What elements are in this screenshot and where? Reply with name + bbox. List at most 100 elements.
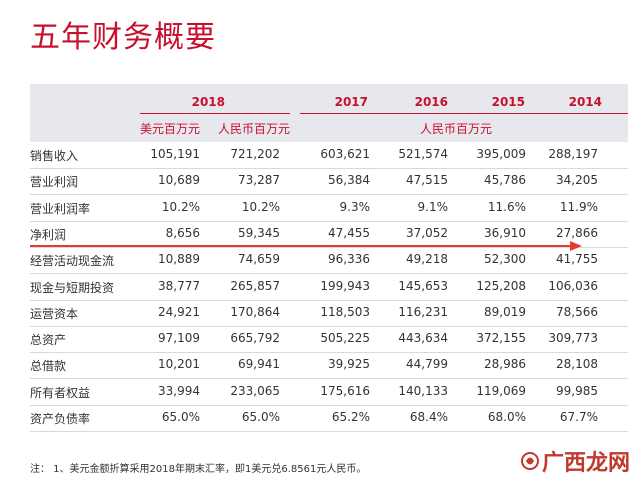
year-2015-header: 2015: [491, 95, 525, 109]
table-cell: 10.2%: [161, 199, 200, 214]
table-cell: 65.0%: [241, 410, 280, 424]
table-row: 销售收入 105,191 721,202 603,621 521,574 395,009 2…: [30, 142, 628, 169]
table-row: 总资产 97,109 665,792 505,225 443,634 372,155 309…: [30, 326, 628, 354]
table-row: 运营资本 24,921 170,864 118,503 116,231 89,019 78,…: [30, 300, 628, 327]
row-label: 净利润: [30, 227, 67, 242]
table-cell: 59,345: [238, 225, 280, 240]
year-2018-header: 2018: [191, 95, 225, 109]
row-label: 营业利润: [30, 175, 79, 190]
table-cell: 721,202: [230, 147, 280, 161]
table-cell: 24,921: [158, 304, 200, 319]
table-cell: 10,201: [158, 357, 200, 372]
table-cell: 78,566: [556, 304, 598, 319]
table-cell: 10.2%: [241, 199, 280, 214]
table-cell: 288,197: [548, 147, 598, 161]
table-cell: 233,065: [230, 383, 280, 398]
unit-rmb-span-label: 人民币百万元: [420, 122, 493, 136]
table-cell: 37,052: [406, 225, 448, 240]
table-cell: 170,864: [230, 304, 280, 319]
table-cell: 140,133: [398, 383, 448, 398]
table-cell: 33,994: [158, 383, 200, 398]
watermark-logo-icon: [520, 452, 539, 470]
row-label: 现金与短期投资: [30, 280, 115, 295]
table-cell: 8,656: [165, 225, 200, 240]
table-cell: 9.3%: [339, 199, 371, 214]
table-cell: 443,634: [398, 331, 448, 346]
unit-usd-label: 美元百万元: [140, 122, 201, 136]
red-arrow-icon: [30, 241, 582, 251]
row-label: 经营活动现金流: [30, 254, 115, 269]
table-cell: 125,208: [476, 278, 526, 293]
table-cell: 68.4%: [409, 410, 448, 424]
table-cell: 199,943: [320, 278, 370, 293]
table-cell: 395,009: [476, 147, 526, 161]
table-cell: 9.1%: [417, 199, 449, 214]
table-cell: 96,336: [328, 252, 370, 267]
table-cell: 11.6%: [487, 199, 526, 214]
header-rule-rmb: [300, 113, 628, 114]
table-cell: 99,985: [556, 383, 598, 398]
page-title: 五年财务概要: [30, 20, 216, 55]
table-cell: 10,689: [158, 173, 200, 188]
table-row: 所有者权益 33,994 233,065 175,616 140,133 119,069 9…: [30, 379, 628, 406]
table-cell: 309,773: [548, 331, 598, 346]
table-row: 营业利润 10,689 73,287 56,384 47,515 45,786 34,205: [30, 168, 628, 196]
row-label: 总资产: [30, 333, 67, 348]
table-cell: 69,941: [238, 357, 280, 372]
table-cell: 118,503: [320, 304, 370, 319]
table-cell: 505,225: [320, 331, 370, 346]
table-cell: 73,287: [238, 173, 280, 188]
table-cell: 27,866: [556, 225, 598, 240]
table-cell: 105,191: [150, 147, 200, 161]
table-cell: 28,986: [484, 357, 526, 372]
table-cell: 65.2%: [331, 410, 370, 424]
table-row: 净利润 8,656 59,345 47,455 37,052 36,910 27,866: [30, 221, 628, 248]
table-cell: 265,857: [230, 278, 280, 293]
header-rule-2018: [140, 113, 290, 114]
table-cell: 56,384: [328, 173, 370, 188]
footnote: 注： 1、美元金额折算采用2018年期末汇率，即1美元兑6.8561元人民币。: [30, 464, 367, 475]
table-cell: 603,621: [320, 147, 370, 161]
table-cell: 34,205: [556, 173, 598, 188]
table-cell: 47,455: [328, 225, 370, 240]
table-row: 总借款 10,201 69,941 39,925 44,799 28,986 28,108: [30, 352, 628, 380]
table-cell: 28,108: [556, 357, 598, 372]
table-cell: 39,925: [328, 357, 370, 372]
year-2017-header: 2017: [334, 95, 368, 109]
row-label: 营业利润率: [30, 201, 91, 216]
table-cell: 38,777: [158, 278, 200, 293]
table-cell: 665,792: [230, 331, 280, 346]
table-cell: 116,231: [398, 304, 448, 319]
watermark-text: 广西龙网: [541, 451, 630, 476]
table-cell: 89,019: [484, 304, 526, 319]
table-row: 经营活动现金流 10,889 74,659 96,336 49,218 52,300 41,…: [30, 247, 628, 275]
year-2014-header: 2014: [568, 95, 602, 109]
table-cell: 65.0%: [161, 410, 200, 424]
table-cell: 521,574: [398, 147, 448, 161]
table-cell: 106,036: [548, 278, 598, 293]
table-cell: 74,659: [238, 252, 280, 267]
table-cell: 36,910: [484, 225, 526, 240]
row-label: 总借款: [30, 359, 67, 374]
table-cell: 119,069: [476, 383, 526, 398]
table-cell: 44,799: [406, 357, 448, 372]
row-label: 资产负债率: [30, 412, 91, 426]
row-label: 销售收入: [30, 149, 79, 163]
table-cell: 49,218: [406, 252, 448, 267]
table-cell: 45,786: [484, 173, 526, 188]
table-cell: 97,109: [158, 331, 200, 346]
table-cell: 41,755: [556, 252, 598, 267]
table-cell: 145,653: [398, 278, 448, 293]
table-row: 资产负债率 65.0% 65.0% 65.2% 68.4% 68.0% 67.7%: [30, 405, 628, 432]
row-label: 运营资本: [30, 306, 79, 321]
table-cell: 175,616: [320, 383, 370, 398]
watermark: 广西龙网: [520, 445, 630, 477]
unit-rmb-label: 人民币百万元: [218, 122, 291, 136]
table-cell: 67.7%: [559, 410, 598, 424]
row-label: 所有者权益: [30, 385, 91, 400]
table-row: 营业利润率 10.2% 10.2% 9.3% 9.1% 11.6% 11.9%: [30, 195, 628, 222]
table-cell: 10,889: [158, 252, 200, 267]
table-cell: 372,155: [476, 331, 526, 346]
table-cell: 11.9%: [559, 199, 598, 214]
table-row: 现金与短期投资 38,777 265,857 199,943 145,653 125,20…: [30, 274, 628, 301]
